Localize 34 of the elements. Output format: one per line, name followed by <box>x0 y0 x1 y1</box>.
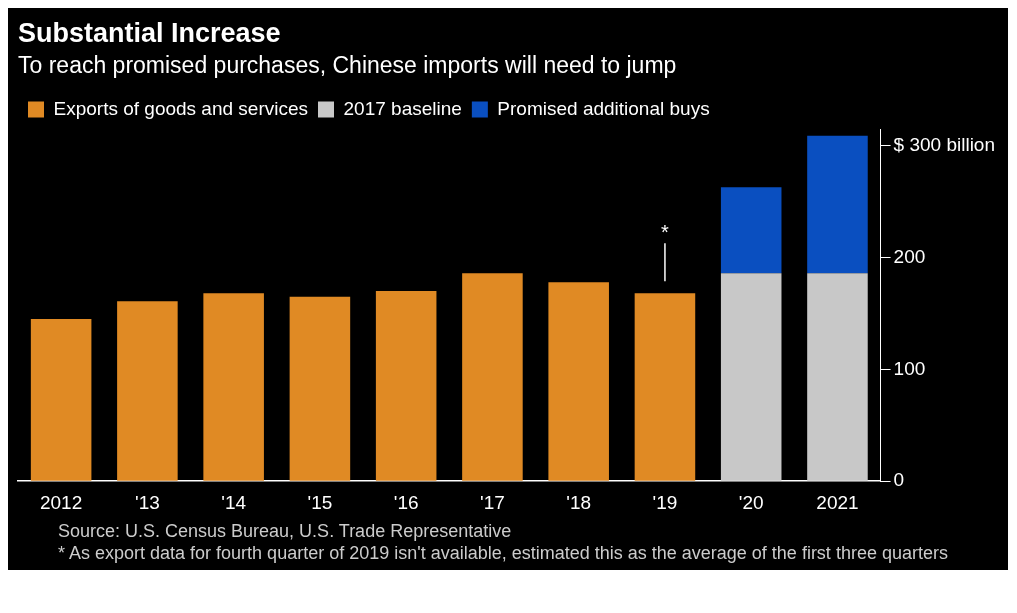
x-tick-label: '13 <box>135 491 160 513</box>
bar <box>807 135 868 274</box>
x-tick-label: '20 <box>738 491 764 513</box>
bar <box>634 293 696 481</box>
y-tick-label: 0 <box>893 469 905 491</box>
x-tick-label: '17 <box>480 491 505 513</box>
x-tick-label: '19 <box>652 491 678 513</box>
source-note: Source: U.S. Census Bureau, U.S. Trade Representative <box>58 520 513 542</box>
x-tick-label: '14 <box>221 491 247 513</box>
y-tick-label: $ 300 billion <box>893 134 996 156</box>
x-tick-label: 2021 <box>816 491 859 513</box>
chart-subtitle: To reach promised purchases, Chinese imports will need to jump <box>18 51 677 78</box>
bar <box>117 301 178 481</box>
x-tick-label: 2012 <box>39 491 83 513</box>
annotation: * <box>661 220 670 243</box>
chart-title: Substantial Increase <box>18 17 281 48</box>
x-tick-label: '16 <box>393 491 419 513</box>
bar <box>30 319 92 481</box>
y-tick-label: 100 <box>893 357 926 379</box>
bar <box>548 282 609 481</box>
text: * As export data for fourth quarter of 2019 isn't available, estimated this as the average of the first three quarters <box>58 542 949 564</box>
bar <box>375 291 437 481</box>
bar <box>289 296 351 481</box>
y-tick-label: 200 <box>893 245 926 267</box>
x-tick-label: '18 <box>566 491 592 513</box>
x-tick-label: '15 <box>307 491 333 513</box>
bar <box>720 187 782 274</box>
bar <box>807 273 868 481</box>
legend-label: Exports of goods and services <box>53 97 309 119</box>
bar <box>720 273 782 481</box>
legend-label: 2017 baseline <box>343 97 462 119</box>
legend-label: Promised additional buys <box>497 97 710 119</box>
bar <box>462 273 523 481</box>
bar <box>203 293 264 481</box>
